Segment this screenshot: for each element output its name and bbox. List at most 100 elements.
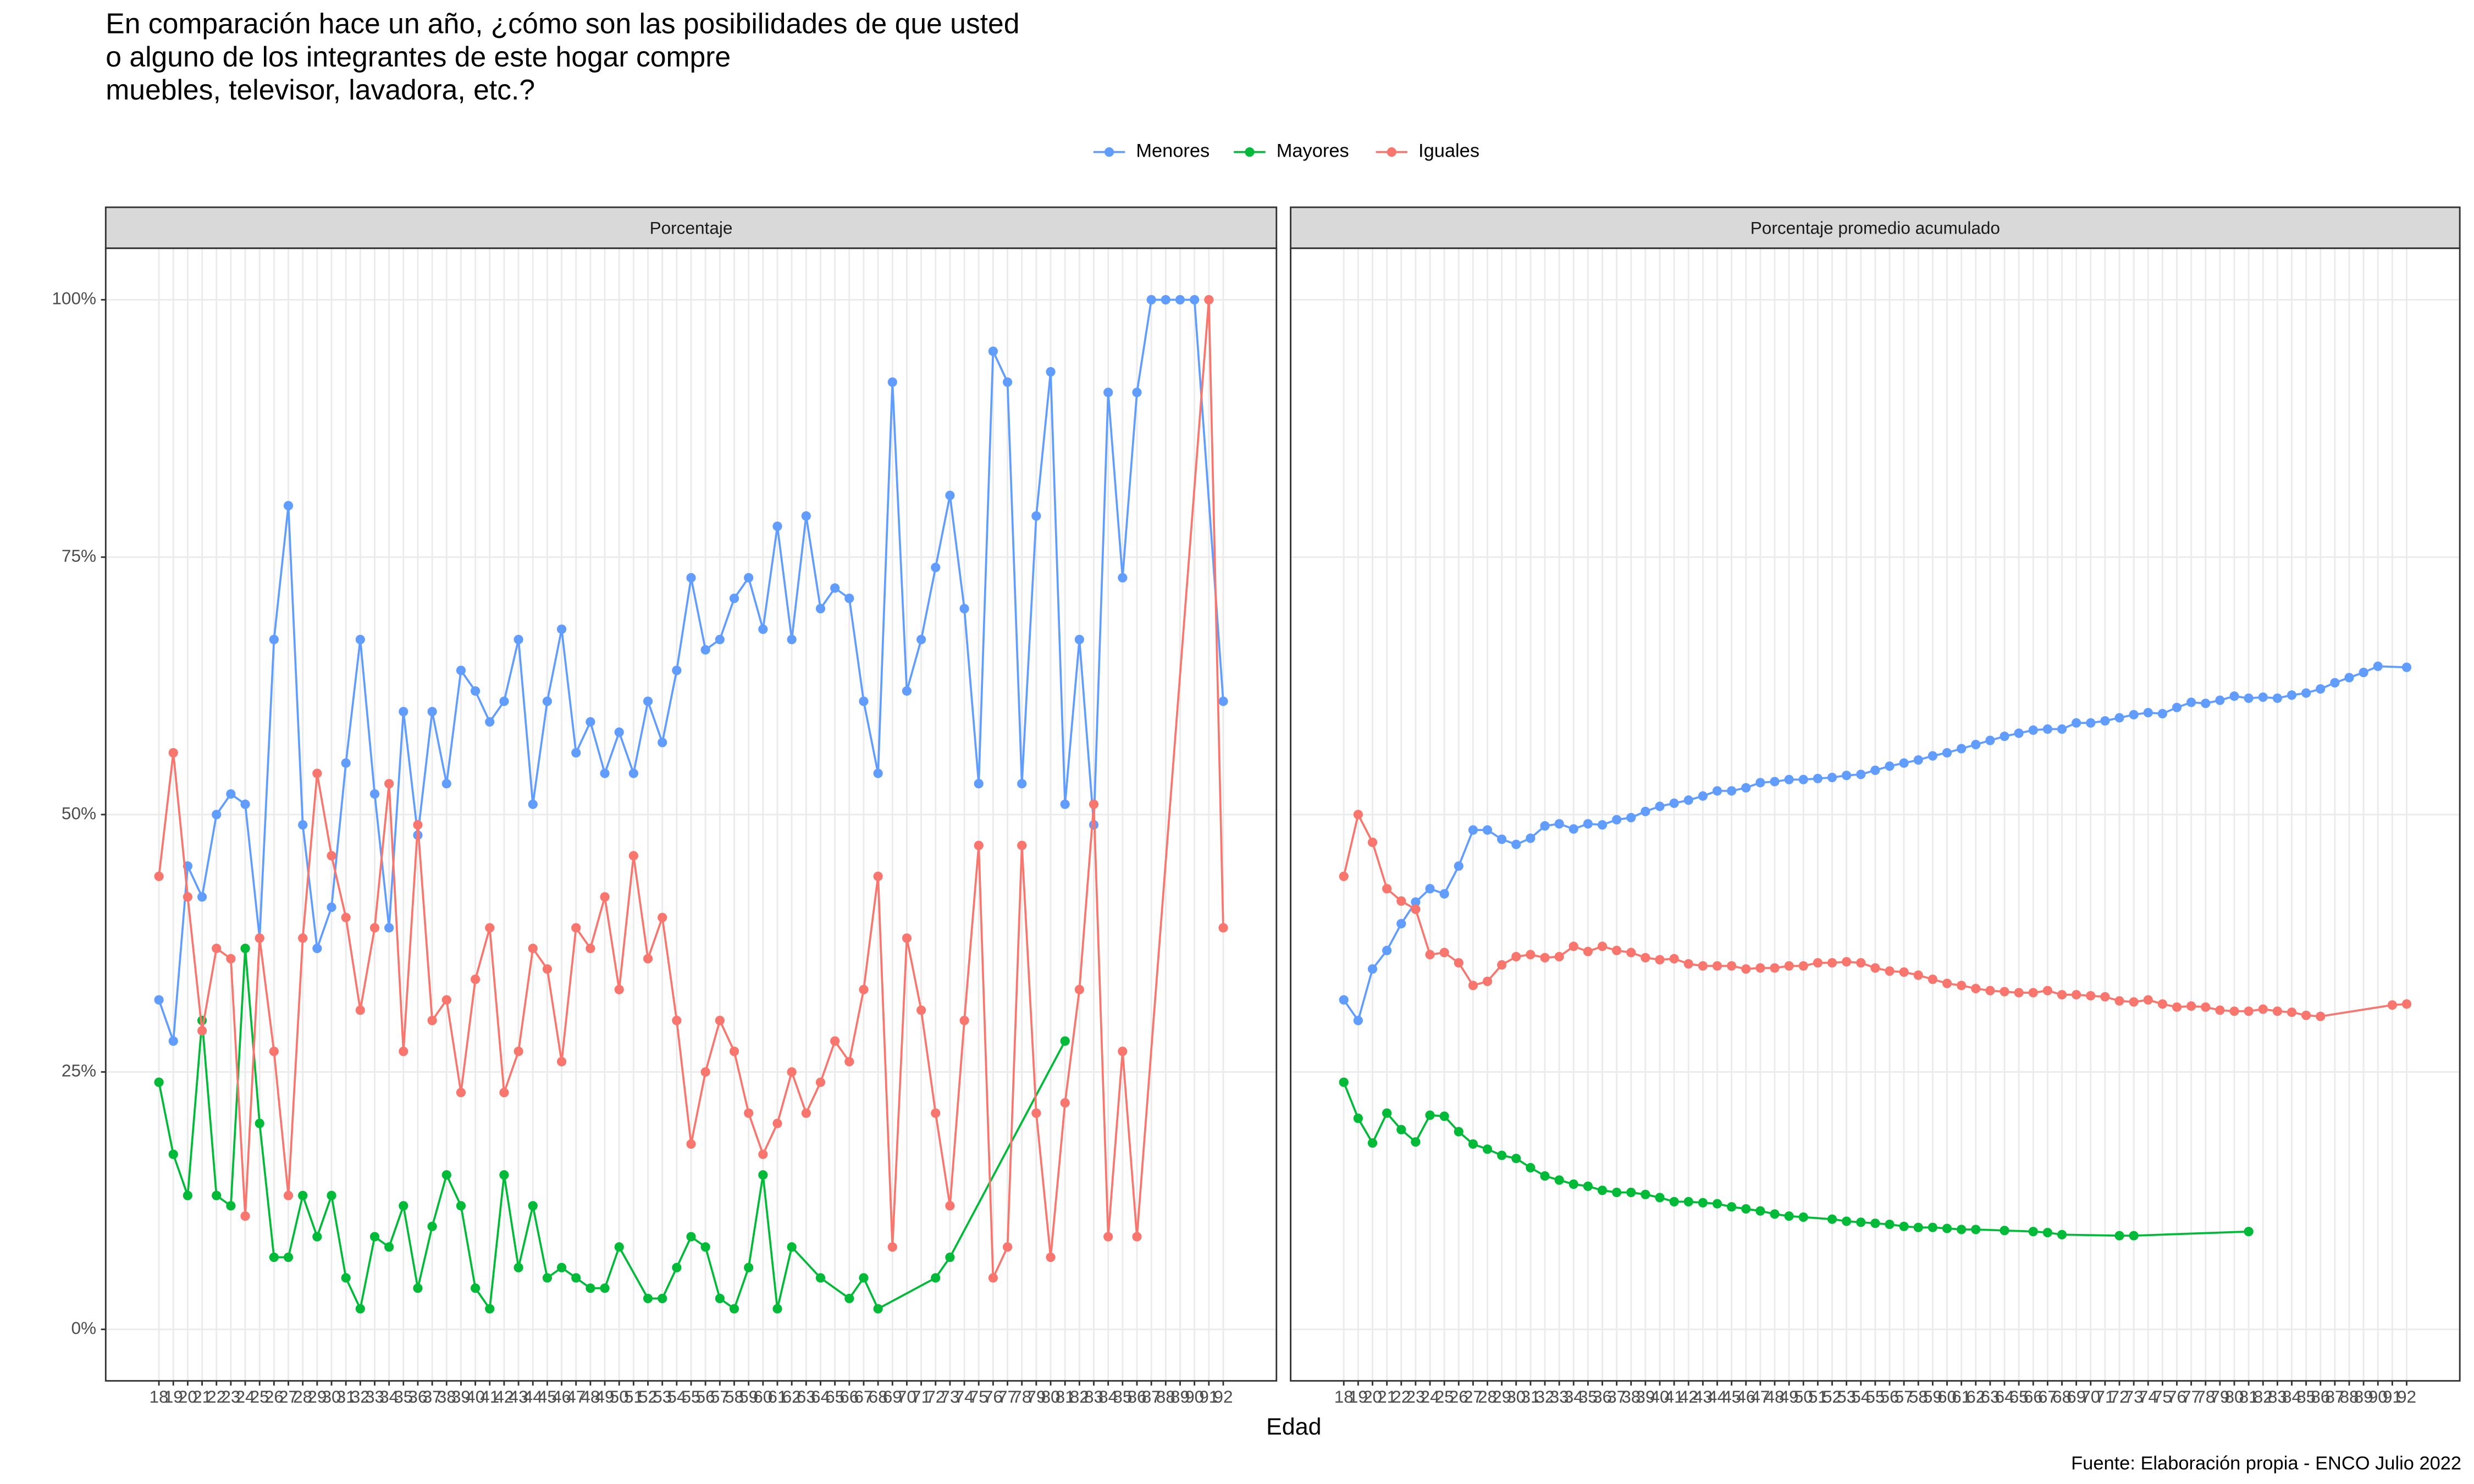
point <box>715 1016 725 1026</box>
point <box>772 1118 782 1128</box>
x-tick-label: 63 <box>797 1387 816 1407</box>
x-tick-label: 91 <box>2383 1387 2402 1407</box>
x-tick-label: 60 <box>753 1387 772 1407</box>
point <box>1482 1144 1493 1154</box>
point <box>931 562 941 573</box>
point <box>2301 688 2311 698</box>
point <box>1755 1206 1765 1216</box>
point <box>600 892 610 902</box>
point <box>2287 690 2297 700</box>
x-tick-label: 31 <box>1521 1387 1540 1407</box>
point <box>2086 718 2096 728</box>
point <box>1712 786 1722 796</box>
point <box>1741 783 1751 793</box>
point <box>1669 798 1679 809</box>
point <box>542 696 553 706</box>
point <box>931 1108 941 1118</box>
point <box>873 1304 883 1314</box>
point <box>1798 961 1808 971</box>
x-tick-label: 90 <box>1185 1387 1204 1407</box>
point <box>715 634 725 645</box>
point <box>643 954 653 964</box>
x-tick-label: 44 <box>1708 1387 1727 1407</box>
point <box>830 583 840 593</box>
point <box>945 490 955 500</box>
point <box>1712 961 1722 971</box>
point <box>787 634 797 645</box>
x-tick-label: 50 <box>1794 1387 1813 1407</box>
point <box>2287 1007 2297 1017</box>
point <box>2272 693 2282 703</box>
chart-title: En comparación hace un año, ¿cómo son la… <box>106 8 1019 106</box>
point <box>2401 999 2412 1009</box>
point <box>441 995 451 1005</box>
point <box>1827 772 1837 783</box>
point <box>1957 981 1967 990</box>
point <box>2186 697 2196 707</box>
point <box>485 717 495 727</box>
x-tick-label: 63 <box>1980 1387 2000 1407</box>
point <box>1482 825 1493 835</box>
point <box>226 954 236 964</box>
point <box>1367 837 1378 848</box>
point <box>1885 1219 1895 1230</box>
x-tick-label: 64 <box>1995 1387 2014 1407</box>
point <box>255 1118 264 1128</box>
x-tick-label: 79 <box>2210 1387 2229 1407</box>
point <box>255 933 264 943</box>
point <box>1669 1197 1679 1206</box>
point <box>2387 1000 2397 1010</box>
point <box>2057 1230 2067 1239</box>
point <box>2086 991 2096 1001</box>
point <box>312 943 322 954</box>
point <box>1583 819 1593 829</box>
point <box>2316 1011 2326 1021</box>
point <box>1540 1171 1550 1181</box>
point <box>859 696 869 706</box>
title-line: o alguno de los integrantes de este hoga… <box>106 41 731 73</box>
x-tick-label: 78 <box>2196 1387 2215 1407</box>
point <box>226 1201 236 1211</box>
point <box>959 1016 969 1026</box>
x-tick-label: 43 <box>1693 1387 1713 1407</box>
point <box>2229 691 2239 701</box>
point <box>1626 813 1636 823</box>
point <box>1928 751 1937 761</box>
point <box>341 758 351 768</box>
x-tick-label: 82 <box>1070 1387 1089 1407</box>
point <box>2129 710 2139 719</box>
point <box>1712 1199 1722 1209</box>
point <box>1885 966 1895 976</box>
point <box>2401 662 2412 672</box>
point <box>1339 871 1349 882</box>
point <box>1626 1187 1636 1198</box>
point <box>801 511 811 521</box>
x-tick-label: 54 <box>667 1387 686 1407</box>
point <box>1002 377 1013 387</box>
point <box>1396 896 1406 906</box>
point <box>384 779 394 789</box>
point <box>859 1273 869 1283</box>
point <box>1885 761 1895 771</box>
x-tick-label: 24 <box>1420 1387 1439 1407</box>
point <box>614 1242 624 1252</box>
point <box>1382 1108 1392 1118</box>
point <box>556 1262 567 1272</box>
point <box>643 1293 653 1304</box>
point <box>1089 799 1099 809</box>
point <box>2000 732 2009 741</box>
x-tick-label: 33 <box>365 1387 384 1407</box>
point <box>1928 974 1937 984</box>
x-tick-label: 92 <box>2397 1387 2416 1407</box>
point <box>1367 964 1378 974</box>
y-tick-label: 25% <box>62 1061 96 1081</box>
point <box>729 594 739 603</box>
point <box>672 666 682 675</box>
point <box>355 634 365 645</box>
point <box>1204 295 1214 304</box>
point <box>1353 1016 1363 1026</box>
point <box>1554 819 1564 829</box>
x-tick-label: 49 <box>595 1387 615 1407</box>
point <box>1827 958 1837 968</box>
point <box>988 1273 998 1283</box>
